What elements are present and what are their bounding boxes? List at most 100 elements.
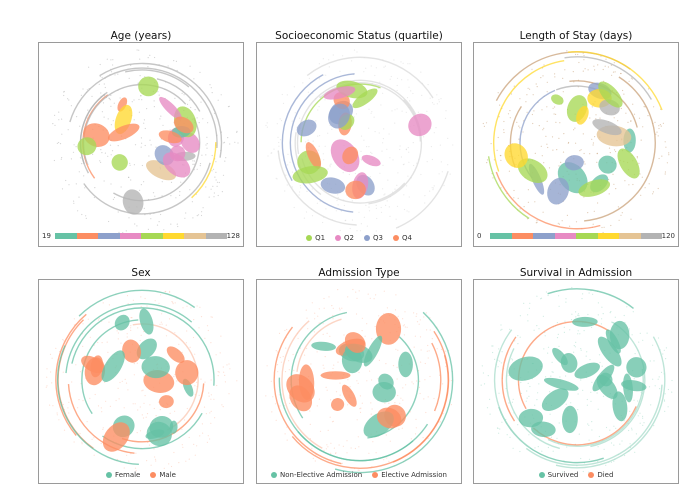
data-point: [671, 380, 672, 381]
data-point: [581, 298, 582, 299]
colorbar-segment: [98, 233, 120, 239]
data-point: [541, 451, 542, 452]
data-point: [591, 421, 592, 422]
data-point: [333, 308, 334, 309]
data-point: [306, 318, 307, 319]
data-point: [52, 123, 53, 124]
data-point: [159, 221, 160, 222]
data-point: [427, 345, 428, 346]
data-point: [360, 151, 361, 152]
data-point: [137, 49, 138, 50]
data-point: [532, 114, 533, 115]
data-point: [129, 78, 130, 79]
data-point: [110, 145, 111, 146]
data-point: [386, 434, 387, 435]
data-point: [416, 313, 417, 314]
data-point: [593, 144, 594, 145]
data-point: [342, 55, 343, 56]
data-point: [77, 407, 78, 408]
data-point: [664, 411, 665, 412]
data-point: [406, 149, 407, 150]
data-point: [117, 74, 118, 75]
data-point: [557, 322, 558, 323]
data-point: [196, 445, 197, 446]
data-point: [380, 104, 381, 105]
data-point: [385, 66, 386, 67]
data-point: [665, 141, 666, 142]
data-point: [653, 360, 654, 361]
data-point: [447, 164, 448, 165]
data-point: [397, 90, 398, 91]
data-point: [330, 399, 331, 400]
data-point: [640, 333, 641, 334]
data-point: [145, 395, 146, 396]
data-point: [211, 411, 212, 412]
data-point: [609, 430, 610, 431]
data-point: [107, 156, 108, 157]
data-point: [420, 174, 421, 175]
legend-swatch: [393, 235, 399, 241]
colorbar-segment: [555, 233, 577, 239]
data-point: [317, 405, 318, 406]
data-point: [174, 411, 175, 412]
data-point: [598, 446, 599, 447]
data-point: [361, 159, 362, 160]
data-point: [204, 338, 205, 339]
data-point: [323, 334, 324, 335]
data-point: [300, 185, 301, 186]
data-point: [279, 405, 280, 406]
data-point: [543, 348, 544, 349]
data-point: [267, 127, 268, 128]
legend-swatch: [106, 472, 112, 478]
data-point: [108, 118, 109, 119]
data-point: [282, 94, 283, 95]
data-point: [653, 191, 654, 192]
legend-item: Male: [150, 471, 176, 479]
data-point: [329, 66, 330, 67]
data-point: [560, 162, 561, 163]
data-point: [324, 308, 325, 309]
data-point: [339, 71, 340, 72]
data-point: [57, 412, 58, 413]
data-point: [103, 427, 104, 428]
data-point: [498, 92, 499, 93]
data-point: [223, 372, 224, 373]
data-point: [276, 178, 277, 179]
data-point: [130, 330, 131, 331]
data-point: [134, 119, 135, 120]
data-point: [100, 64, 101, 65]
data-point: [671, 392, 672, 393]
data-point: [536, 83, 537, 84]
data-point: [75, 364, 76, 365]
data-point: [214, 177, 215, 178]
data-point: [119, 382, 120, 383]
data-point: [278, 142, 279, 143]
data-point: [356, 230, 357, 231]
plot-area: Non-Elective Admission Elective Admission: [256, 279, 462, 484]
data-point: [429, 376, 430, 377]
data-point: [198, 214, 199, 215]
data-point: [375, 131, 376, 132]
data-point: [482, 365, 483, 366]
data-point: [499, 361, 500, 362]
data-point: [384, 193, 385, 194]
data-point: [363, 140, 364, 141]
data-point: [366, 146, 367, 147]
data-point: [522, 131, 523, 132]
data-point: [584, 153, 585, 154]
data-point: [141, 390, 142, 391]
data-point: [327, 168, 328, 169]
data-point: [383, 459, 384, 460]
data-point: [426, 312, 427, 313]
data-point: [326, 448, 327, 449]
data-point: [552, 136, 553, 137]
data-point: [277, 371, 278, 372]
data-point: [628, 430, 629, 431]
data-point: [154, 408, 155, 409]
data-point: [52, 358, 53, 359]
data-point: [358, 383, 359, 384]
data-point: [159, 95, 160, 96]
data-point: [385, 363, 386, 364]
data-point: [156, 415, 157, 416]
data-point: [587, 423, 588, 424]
